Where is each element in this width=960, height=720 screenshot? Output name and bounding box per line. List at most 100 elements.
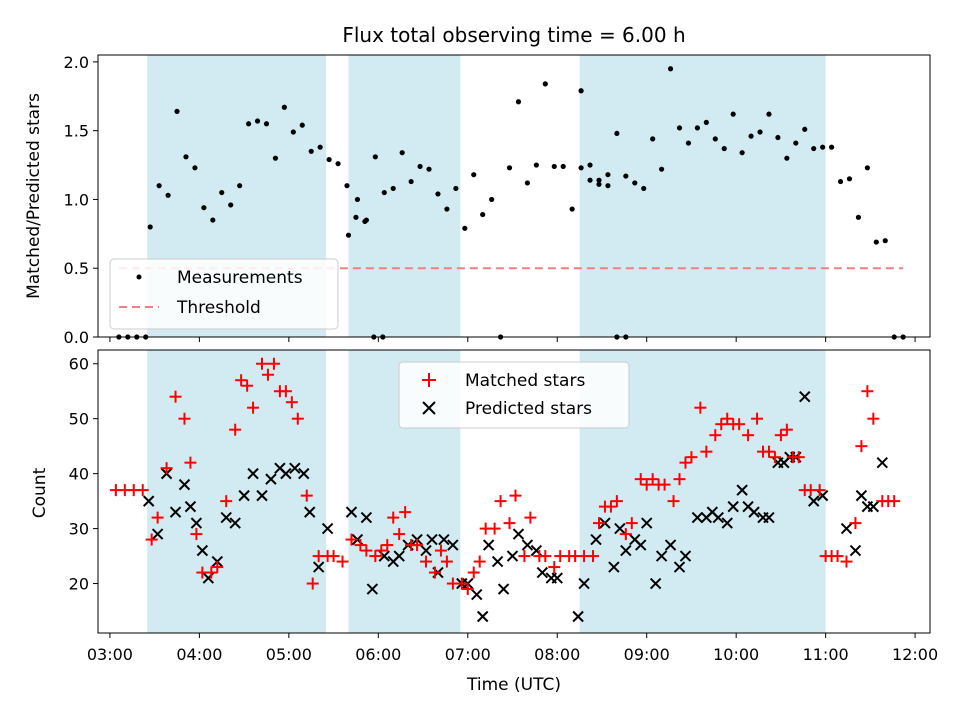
- measurement-point: [417, 163, 423, 170]
- top-panel: 0.0 0.5 1.0 1.5 2.0 Flux total observing tim…: [24, 23, 931, 347]
- bottom-legend: Matched stars Predicted stars: [398, 361, 630, 429]
- measurement-point: [596, 181, 602, 187]
- top-shaded-intervals: [147, 55, 826, 337]
- top-y-tick-label: 0.5: [64, 259, 89, 278]
- bottom-legend-box: [398, 361, 630, 429]
- measurement-point: [192, 165, 198, 171]
- bottom-x-tick-label: 12:00: [892, 645, 938, 664]
- measurement-point: [506, 165, 513, 171]
- predicted-star-point: [551, 572, 563, 584]
- measurement-point: [676, 125, 683, 131]
- predicted-star-point: [512, 528, 525, 540]
- measurement-point: [326, 156, 332, 163]
- predicted-star-point: [572, 610, 584, 623]
- measurement-point: [578, 165, 584, 171]
- matched-star-point: [455, 577, 468, 590]
- measurement-point: [435, 191, 441, 197]
- matched-star-points: [109, 357, 901, 596]
- measurement-point: [712, 136, 718, 142]
- measurement-point: [569, 206, 575, 212]
- top-legend-box: [109, 258, 339, 330]
- matched-star-point: [229, 423, 242, 436]
- measurement-point: [623, 173, 629, 179]
- measurement-point: [542, 81, 548, 87]
- matched-star-point: [604, 500, 617, 513]
- matched-star-point: [267, 357, 280, 370]
- predicted-star-point: [876, 456, 888, 469]
- predicted-star-point: [649, 577, 662, 590]
- predicted-star-point: [748, 506, 760, 518]
- chart-title: Flux total observing time = 6.00 h: [342, 23, 685, 47]
- matched-star-point: [291, 412, 304, 425]
- matched-star-point: [700, 445, 713, 458]
- measurement-point: [363, 217, 369, 223]
- matched-star-point: [673, 473, 686, 486]
- predicted-star-point: [220, 511, 232, 524]
- predicted-star-point: [664, 539, 677, 551]
- measurement-point: [344, 183, 350, 189]
- measurement-point: [147, 224, 153, 230]
- matched-star-point: [503, 517, 516, 530]
- measurement-point: [254, 118, 261, 124]
- measurement-point: [245, 121, 252, 127]
- matched-star-point: [440, 555, 453, 568]
- predicted-star-point: [521, 539, 534, 551]
- predicted-star-point: [578, 577, 590, 590]
- predicted-star-point: [673, 561, 686, 573]
- matched-star-point: [888, 495, 901, 508]
- measurement-point: [828, 144, 835, 150]
- measurement-point: [345, 232, 352, 238]
- predicted-star-point: [635, 539, 647, 551]
- measurement-point: [515, 99, 522, 105]
- measurement-point: [354, 196, 361, 203]
- predicted-star-point: [438, 533, 450, 546]
- measurement-point: [721, 145, 727, 152]
- matched-star-point: [840, 555, 853, 568]
- matched-star-point: [619, 528, 632, 541]
- predicted-star-point: [229, 517, 241, 529]
- measurement-point: [685, 140, 692, 146]
- bottom-y-ticks: 20 30 40 50 60: [69, 355, 98, 594]
- measurement-point: [793, 140, 799, 146]
- measurement-point: [560, 163, 566, 170]
- predicted-star-point: [727, 500, 739, 513]
- measurement-point: [667, 66, 674, 72]
- measurement-point: [873, 239, 879, 245]
- matched-star-point: [524, 511, 537, 524]
- predicted-star-point: [476, 610, 489, 623]
- measurement-point: [290, 129, 296, 135]
- predicted-star-point: [360, 511, 373, 524]
- legend-measurements-label: Measurements: [177, 268, 303, 288]
- predicted-star-point: [679, 550, 692, 562]
- matched-star-point: [220, 495, 233, 508]
- matched-star-point: [634, 473, 647, 486]
- matched-star-point: [861, 385, 874, 398]
- predicted-star-point: [184, 500, 197, 513]
- predicted-star-point: [321, 522, 334, 535]
- predicted-star-point: [721, 517, 733, 529]
- top-y-axis-label: Matched/Predicted stars: [24, 93, 44, 299]
- measurement-point: [453, 185, 459, 192]
- measurement-point: [299, 122, 305, 128]
- matched-star-point: [780, 423, 793, 436]
- predicted-star-point: [447, 539, 459, 551]
- measurement-point: [219, 189, 225, 196]
- top-legend: Measurements Threshold: [109, 258, 339, 330]
- matched-star-point: [169, 390, 182, 403]
- predicted-star-point: [506, 550, 519, 562]
- measurement-point: [533, 162, 539, 168]
- measurement-point: [578, 88, 584, 94]
- bottom-x-ticks: 03:00 04:00 05:00 06:00 07:00 08:00 09:00 10:00…: [87, 633, 938, 664]
- predicted-star-point: [247, 467, 259, 480]
- measurement-point: [156, 183, 162, 189]
- measurement-point: [882, 238, 888, 244]
- measurement-point: [183, 154, 189, 160]
- predicted-star-point: [393, 550, 405, 562]
- matched-star-point: [360, 544, 373, 557]
- bottom-y-axis-label: Count: [30, 467, 50, 518]
- matched-star-point: [679, 456, 692, 469]
- matched-star-point: [285, 396, 298, 409]
- predicted-star-point: [345, 506, 358, 518]
- predicted-star-point: [265, 473, 277, 485]
- top-y-tick-label: 1.0: [64, 190, 89, 209]
